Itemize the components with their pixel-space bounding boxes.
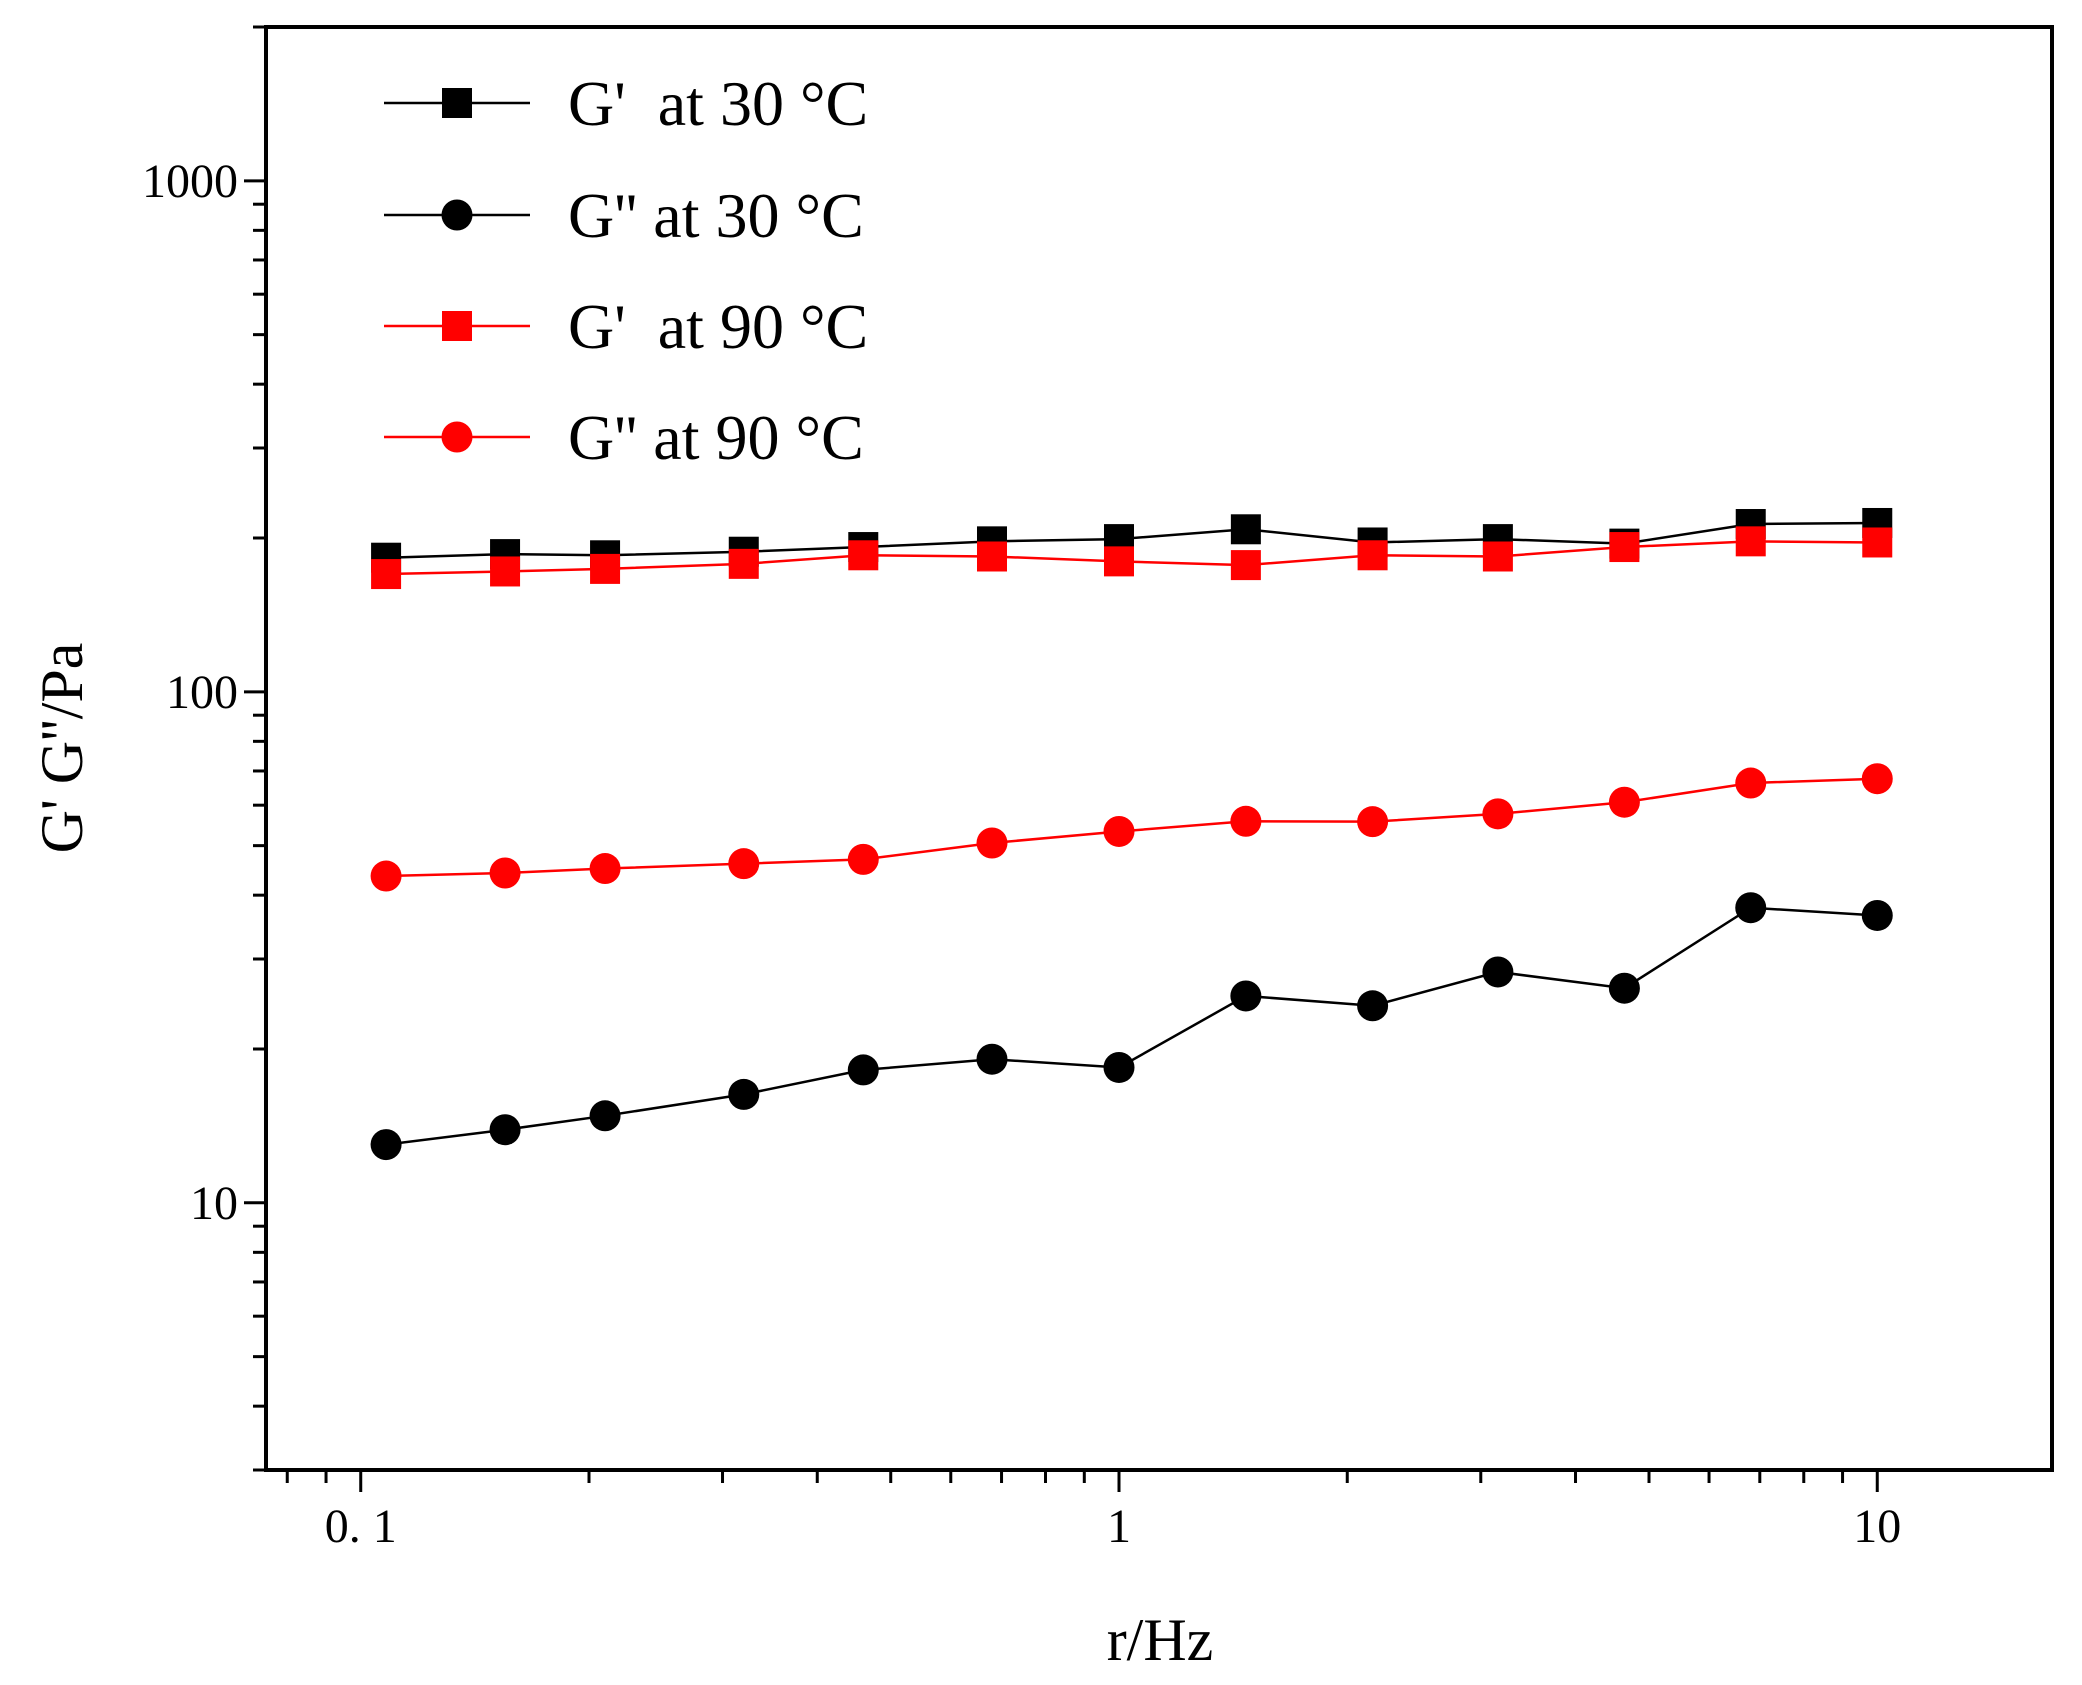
data-point-square (1735, 526, 1766, 557)
data-point-circle (1103, 815, 1135, 847)
legend-label: G' at 90 °C (568, 291, 868, 362)
data-point-square (1609, 532, 1640, 563)
legend-marker-circle (441, 199, 473, 231)
data-point-circle (1103, 1051, 1135, 1083)
y-axis-title: G' G''/Pa (29, 643, 95, 854)
data-point-circle (489, 857, 521, 889)
data-point-circle (370, 860, 402, 892)
data-point-circle (847, 1054, 879, 1086)
data-point-circle (1608, 972, 1640, 1004)
data-point-square (1357, 540, 1388, 571)
data-point-circle (1608, 786, 1640, 818)
data-point-square (1862, 527, 1893, 558)
data-point-square (728, 548, 759, 579)
legend-item: G'' at 90 °C (384, 402, 864, 473)
y-tick-label: 1000 (142, 155, 238, 208)
data-point-square (490, 556, 521, 587)
data-point-circle (370, 1129, 402, 1161)
y-tick-label: 100 (166, 666, 238, 719)
data-point-circle (1735, 767, 1767, 799)
data-point-circle (1861, 899, 1893, 931)
data-point-circle (728, 1078, 760, 1110)
series-1 (370, 892, 1893, 1161)
x-tick-label: 0. 1 (325, 1500, 397, 1553)
data-point-square (1103, 546, 1134, 577)
data-point-circle (847, 843, 879, 875)
series-2 (371, 526, 1893, 590)
data-point-square (371, 559, 402, 590)
legend-marker-square (442, 88, 472, 118)
data-point-circle (589, 853, 621, 885)
legend-item: G' at 30 °C (384, 68, 868, 139)
data-point-circle (1230, 805, 1262, 837)
data-point-square (1230, 550, 1261, 581)
data-point-circle (589, 1100, 621, 1132)
data-point-square (1230, 514, 1261, 545)
legend-item: G'' at 30 °C (384, 180, 864, 251)
data-point-circle (1482, 798, 1514, 830)
x-tick-label: 1 (1107, 1500, 1131, 1553)
data-point-circle (489, 1114, 521, 1146)
data-point-square (848, 540, 879, 571)
legend-item: G' at 90 °C (384, 291, 868, 362)
plot-frame (264, 25, 2054, 1472)
data-point-square (1482, 541, 1513, 572)
data-point-circle (728, 848, 760, 880)
x-axis-title: r/Hz (1107, 1607, 1214, 1673)
series-3 (370, 763, 1893, 892)
legend-label: G'' at 30 °C (568, 180, 864, 251)
data-point-square (976, 541, 1007, 572)
legend-marker-circle (441, 421, 473, 453)
data-point-circle (1482, 956, 1514, 988)
y-tick-label: 10 (190, 1177, 238, 1230)
data-point-circle (976, 827, 1008, 859)
data-point-circle (976, 1043, 1008, 1075)
data-point-circle (1357, 990, 1389, 1022)
data-point-circle (1861, 763, 1893, 795)
data-point-square (590, 553, 621, 584)
legend-label: G' at 30 °C (568, 68, 868, 139)
x-tick-label: 10 (1853, 1500, 1901, 1553)
data-point-circle (1230, 980, 1262, 1012)
data-point-circle (1357, 806, 1389, 838)
data-point-circle (1735, 892, 1767, 924)
legend-marker-square (442, 311, 472, 341)
legend-label: G'' at 90 °C (568, 402, 864, 473)
